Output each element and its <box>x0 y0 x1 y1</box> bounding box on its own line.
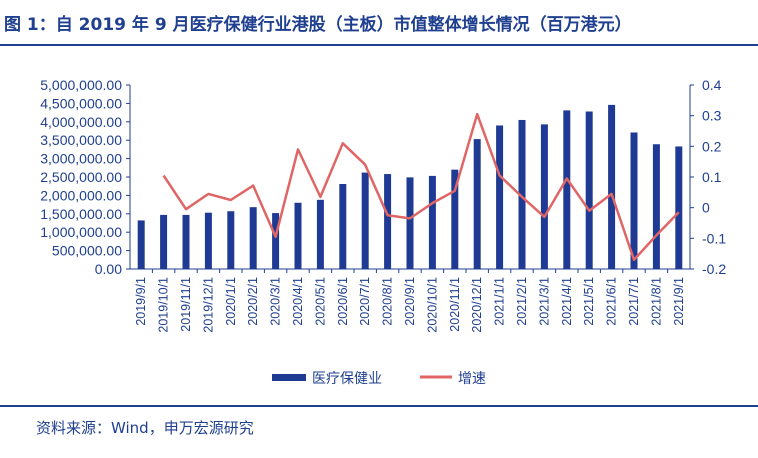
bar <box>272 213 280 269</box>
right-tick-label: -0.1 <box>702 230 726 246</box>
left-tick-label: 3,500,000.00 <box>40 132 122 148</box>
chart: 0.00 500,000.00 1,000,000.00 1,500,000.00 2,… <box>40 77 726 386</box>
x-tick-label: 2019/9/1 <box>134 277 148 326</box>
right-tick-label: 0.2 <box>702 138 722 154</box>
x-tick-label: 2020/9/1 <box>403 277 417 326</box>
x-tick-label: 2021/5/1 <box>582 277 596 326</box>
bar <box>675 146 683 269</box>
left-tick-label: 0.00 <box>95 261 122 277</box>
source-note: 资料来源：Wind，申万宏源研究 <box>36 419 254 437</box>
right-axis-ticks: -0.2 -0.1 0 0.1 0.2 0.3 0.4 <box>690 77 726 277</box>
x-axis-ticks: 2019/9/1 2019/10/1 2019/11/1 2019/12/1 2020/… <box>134 269 686 333</box>
left-tick-label: 2,500,000.00 <box>40 169 122 185</box>
x-tick-label: 2021/3/1 <box>537 277 551 326</box>
left-tick-label: 2,000,000.00 <box>40 187 122 203</box>
bar-series <box>137 104 683 270</box>
bar <box>428 175 436 269</box>
bar <box>227 211 235 269</box>
x-tick-label: 2021/8/1 <box>649 277 663 326</box>
bar <box>496 125 504 269</box>
legend-swatch-bar <box>272 374 306 381</box>
bar <box>294 202 302 269</box>
x-tick-label: 2021/1/1 <box>493 277 507 326</box>
bar <box>608 104 616 269</box>
left-tick-label: 1,000,000.00 <box>40 224 122 240</box>
bar <box>406 177 414 269</box>
left-axis-ticks: 0.00 500,000.00 1,000,000.00 1,500,000.00 2,… <box>40 77 130 277</box>
bar <box>316 199 324 269</box>
bar <box>473 139 481 269</box>
x-tick-label: 2020/5/1 <box>313 277 327 326</box>
x-tick-label: 2020/3/1 <box>269 277 283 326</box>
bar <box>652 144 660 269</box>
bar <box>249 207 257 269</box>
right-tick-label: 0 <box>702 200 710 216</box>
x-tick-label: 2021/7/1 <box>627 277 641 326</box>
growth-line <box>162 112 680 262</box>
line-series <box>162 112 680 262</box>
bar <box>182 214 190 269</box>
bar <box>339 183 347 269</box>
title-divider <box>0 44 758 46</box>
bar <box>160 214 168 269</box>
left-tick-label: 4,000,000.00 <box>40 114 122 130</box>
x-tick-label: 2019/10/1 <box>157 277 171 333</box>
left-tick-label: 5,000,000.00 <box>40 77 122 93</box>
bar <box>540 124 548 269</box>
x-tick-label: 2020/2/1 <box>246 277 260 326</box>
x-tick-label: 2021/6/1 <box>605 277 619 326</box>
x-tick-label: 2020/6/1 <box>336 277 350 326</box>
page-title: 图 1：自 2019 年 9 月医疗保健行业港股（主板）市值整体增长情况（百万港… <box>4 15 632 35</box>
x-tick-label: 2020/8/1 <box>381 277 395 326</box>
left-tick-label: 1,500,000.00 <box>40 206 122 222</box>
x-tick-label: 2021/2/1 <box>515 277 529 326</box>
x-tick-label: 2019/12/1 <box>201 277 215 333</box>
bar <box>630 132 638 269</box>
bar <box>585 111 593 269</box>
right-tick-label: 0.4 <box>702 77 722 93</box>
left-tick-label: 4,500,000.00 <box>40 95 122 111</box>
right-tick-label: -0.2 <box>702 261 726 277</box>
bar <box>361 172 369 269</box>
x-tick-label: 2020/1/1 <box>224 277 238 326</box>
x-tick-label: 2019/11/1 <box>179 277 193 332</box>
bar <box>384 174 392 269</box>
x-tick-label: 2020/4/1 <box>291 277 305 326</box>
left-tick-label: 500,000.00 <box>52 243 122 259</box>
bar <box>204 212 212 269</box>
x-tick-label: 2021/4/1 <box>560 277 574 326</box>
x-tick-label: 2020/10/1 <box>425 277 439 333</box>
x-tick-label: 2020/11/1 <box>448 277 462 332</box>
bar <box>563 110 571 269</box>
bar <box>137 220 145 269</box>
x-tick-label: 2020/12/1 <box>470 277 484 333</box>
legend-label-bar: 医疗保健业 <box>312 370 382 386</box>
bar <box>451 169 459 269</box>
bar <box>518 119 526 270</box>
x-tick-label: 2020/7/1 <box>358 277 372 326</box>
legend: 医疗保健业 增速 <box>272 370 486 386</box>
right-tick-label: 0.1 <box>702 169 722 185</box>
x-tick-label: 2021/9/1 <box>672 277 686 326</box>
left-tick-label: 3,000,000.00 <box>40 151 122 167</box>
legend-label-line: 增速 <box>458 370 486 386</box>
source-divider <box>0 405 758 407</box>
right-tick-label: 0.3 <box>702 108 722 124</box>
